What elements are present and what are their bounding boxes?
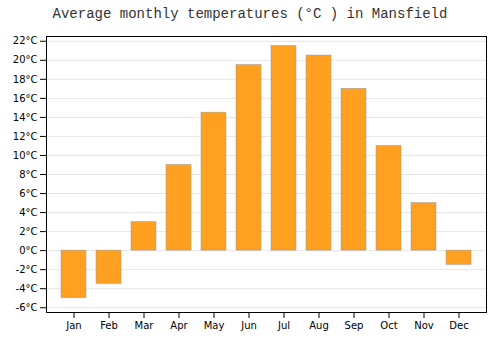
svg-text:-4°C: -4°C xyxy=(16,283,38,294)
svg-text:14°C: 14°C xyxy=(13,112,38,123)
svg-text:8°C: 8°C xyxy=(19,169,37,180)
svg-text:Nov: Nov xyxy=(414,320,434,331)
svg-text:2°C: 2°C xyxy=(19,226,37,237)
svg-text:Jun: Jun xyxy=(240,320,257,331)
svg-text:Aug: Aug xyxy=(309,320,329,331)
svg-text:10°C: 10°C xyxy=(13,150,38,161)
svg-text:6°C: 6°C xyxy=(19,188,37,199)
svg-text:Sep: Sep xyxy=(345,320,364,331)
svg-text:Feb: Feb xyxy=(100,320,118,331)
svg-text:-6°C: -6°C xyxy=(16,302,38,313)
svg-text:0°C: 0°C xyxy=(19,245,37,256)
svg-text:12°C: 12°C xyxy=(13,131,38,142)
html-text:Average monthly temperatures (: Average monthly temperatures (°C ) in Ma… xyxy=(52,6,448,22)
svg-text:22°C: 22°C xyxy=(13,35,38,46)
svg-text:May: May xyxy=(204,320,225,331)
svg-text:18°C: 18°C xyxy=(13,74,38,85)
svg-text:20°C: 20°C xyxy=(13,54,38,65)
svg-text:-2°C: -2°C xyxy=(16,264,38,275)
svg-text:Oct: Oct xyxy=(380,320,397,331)
svg-text:4°C: 4°C xyxy=(19,207,37,218)
svg-text:Mar: Mar xyxy=(135,320,155,331)
svg-text:Jan: Jan xyxy=(65,320,81,331)
svg-text:Apr: Apr xyxy=(170,320,188,331)
svg-text:Jul: Jul xyxy=(277,320,290,331)
svg-text:Dec: Dec xyxy=(449,320,468,331)
svg-text:16°C: 16°C xyxy=(13,93,38,104)
